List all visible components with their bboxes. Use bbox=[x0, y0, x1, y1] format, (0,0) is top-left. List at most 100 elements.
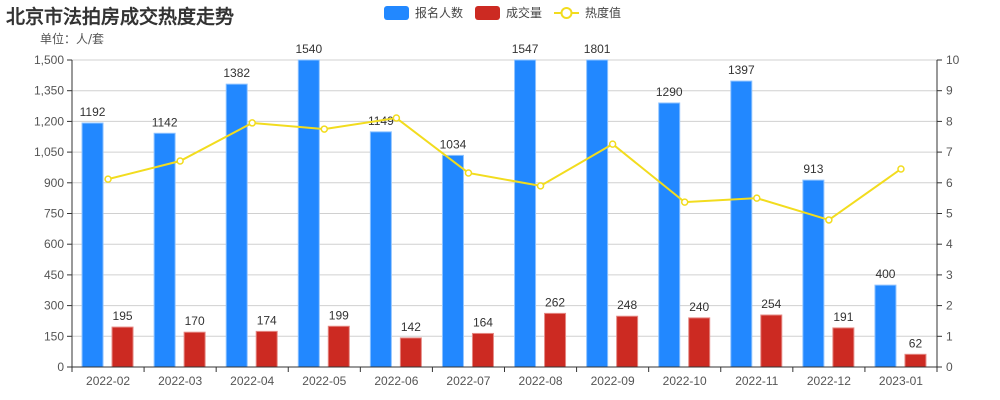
bar-applicants[interactable] bbox=[81, 122, 104, 368]
bar-deals[interactable] bbox=[399, 337, 422, 368]
legend-line-circle-icon bbox=[554, 6, 580, 19]
bar-deals[interactable] bbox=[616, 315, 639, 368]
x-axis-tick-label: 2022-12 bbox=[807, 374, 851, 388]
heat-point[interactable] bbox=[897, 165, 905, 173]
heat-point[interactable] bbox=[753, 194, 761, 202]
bar-label-deals: 164 bbox=[473, 315, 493, 329]
right-axis-tick-label: 7 bbox=[946, 145, 953, 159]
bar-label-deals: 191 bbox=[833, 310, 853, 324]
bar-deals[interactable] bbox=[111, 326, 134, 368]
bar-applicants[interactable] bbox=[658, 102, 681, 368]
legend-item-heat[interactable]: 热度值 bbox=[554, 4, 621, 21]
left-axis-tick-label: 1,350 bbox=[34, 84, 64, 98]
heat-point[interactable] bbox=[825, 216, 833, 224]
bar-applicants[interactable] bbox=[802, 179, 825, 368]
bar-label-applicants: 1801 bbox=[584, 42, 611, 56]
bar-deals[interactable] bbox=[327, 325, 350, 368]
left-axis-tick-label: 1,500 bbox=[34, 53, 64, 67]
right-axis-tick-label: 6 bbox=[946, 176, 953, 190]
bar-label-deals: 174 bbox=[257, 313, 277, 327]
x-axis-tick-label: 2022-04 bbox=[230, 374, 274, 388]
heat-point[interactable] bbox=[104, 175, 112, 183]
bar-label-deals: 195 bbox=[113, 309, 133, 323]
left-axis-tick-label: 750 bbox=[44, 207, 64, 221]
bar-applicants[interactable] bbox=[153, 132, 176, 368]
heat-point[interactable] bbox=[536, 182, 545, 190]
right-axis-tick-label: 10 bbox=[946, 53, 960, 67]
bar-label-applicants: 1397 bbox=[728, 63, 755, 77]
bar-deals[interactable] bbox=[471, 332, 494, 368]
bar-label-applicants: 1382 bbox=[223, 66, 250, 80]
right-axis-tick-label: 1 bbox=[946, 329, 953, 343]
bar-label-applicants: 400 bbox=[875, 267, 895, 281]
bar-deals[interactable] bbox=[544, 312, 567, 368]
legend-swatch-applicants bbox=[384, 5, 409, 20]
x-axis-tick-label: 2022-08 bbox=[519, 374, 563, 388]
bar-label-applicants: 1540 bbox=[295, 42, 322, 56]
bar-label-deals: 142 bbox=[401, 320, 421, 334]
bar-applicants[interactable] bbox=[441, 154, 464, 368]
bar-deals[interactable] bbox=[688, 317, 711, 368]
bar-label-applicants: 1290 bbox=[656, 85, 683, 99]
x-axis-tick-label: 2022-05 bbox=[302, 374, 346, 388]
right-axis-tick-label: 9 bbox=[946, 84, 953, 98]
legend-item-applicants[interactable]: 报名人数 bbox=[384, 4, 463, 21]
heat-point[interactable] bbox=[392, 114, 401, 122]
left-axis-tick-label: 300 bbox=[44, 299, 64, 313]
legend-item-deals[interactable]: 成交量 bbox=[475, 4, 542, 21]
x-axis-tick-label: 2022-03 bbox=[158, 374, 202, 388]
right-axis-tick-label: 8 bbox=[946, 114, 953, 128]
legend-swatch-deals bbox=[475, 5, 501, 20]
heat-point[interactable] bbox=[320, 125, 329, 133]
bar-label-deals: 62 bbox=[909, 336, 923, 350]
x-axis-tick-label: 2023-01 bbox=[879, 374, 923, 388]
left-axis-tick-label: 1,050 bbox=[34, 145, 64, 159]
bar-applicants[interactable] bbox=[874, 284, 897, 368]
bar-applicants[interactable] bbox=[514, 59, 537, 368]
bar-label-deals: 248 bbox=[617, 298, 637, 312]
left-axis-tick-label: 600 bbox=[44, 237, 64, 251]
bar-label-applicants: 1142 bbox=[152, 115, 178, 129]
x-axis-tick-label: 2022-11 bbox=[735, 374, 778, 388]
heat-point[interactable] bbox=[680, 198, 689, 206]
legend-label-deals: 成交量 bbox=[506, 6, 543, 20]
bar-applicants[interactable] bbox=[730, 80, 753, 368]
legend-label-applicants: 报名人数 bbox=[415, 6, 464, 20]
left-axis-tick-label: 0 bbox=[57, 360, 64, 374]
x-axis-tick-label: 2022-07 bbox=[446, 374, 490, 388]
bar-applicants[interactable] bbox=[297, 59, 320, 368]
bar-label-applicants: 1547 bbox=[512, 42, 539, 56]
unit-label: 单位：人/套 bbox=[40, 32, 105, 46]
right-axis-tick-label: 3 bbox=[946, 268, 953, 282]
chart-title: 北京市法拍房成交热度走势 bbox=[6, 6, 235, 28]
bar-label-deals: 199 bbox=[329, 308, 349, 322]
left-axis-tick-label: 150 bbox=[44, 329, 64, 343]
right-axis-tick-label: 5 bbox=[946, 207, 953, 221]
bar-deals[interactable] bbox=[183, 331, 206, 368]
bar-deals[interactable] bbox=[832, 327, 855, 368]
left-axis-tick-label: 450 bbox=[44, 268, 64, 282]
bar-deals[interactable] bbox=[255, 330, 278, 368]
heat-line bbox=[107, 116, 902, 222]
bar-label-deals: 262 bbox=[545, 295, 565, 309]
bar-label-applicants: 1034 bbox=[440, 137, 467, 151]
bar-label-deals: 170 bbox=[185, 314, 205, 328]
x-axis-tick-label: 2022-10 bbox=[663, 374, 707, 388]
bar-label-applicants: 1192 bbox=[80, 105, 106, 119]
bar-label-deals: 240 bbox=[689, 300, 709, 314]
left-axis-tick-label: 1,200 bbox=[34, 114, 64, 128]
bar-deals[interactable] bbox=[760, 314, 783, 368]
heat-point[interactable] bbox=[176, 157, 184, 165]
x-axis-tick-label: 2022-02 bbox=[86, 374, 130, 388]
bar-applicants[interactable] bbox=[369, 131, 392, 368]
legend-label-heat: 热度值 bbox=[585, 6, 622, 20]
heat-point[interactable] bbox=[464, 169, 473, 177]
right-axis-tick-label: 2 bbox=[946, 299, 953, 313]
x-axis-tick-label: 2022-06 bbox=[374, 374, 418, 388]
right-axis-tick-label: 4 bbox=[946, 237, 953, 251]
bar-deals[interactable] bbox=[904, 353, 927, 368]
right-axis-tick-label: 0 bbox=[946, 360, 953, 374]
heat-point[interactable] bbox=[248, 119, 256, 127]
heat-point[interactable] bbox=[608, 140, 617, 148]
bar-applicants[interactable] bbox=[586, 59, 609, 368]
